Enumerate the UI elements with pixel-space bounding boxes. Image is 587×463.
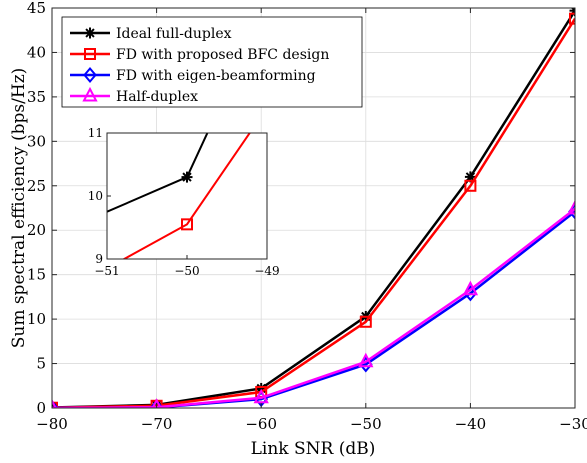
data-point bbox=[52, 399, 59, 408]
legend-swatch-marker bbox=[82, 86, 98, 102]
inset-y-tick-label: 10 bbox=[88, 189, 103, 203]
series-4 bbox=[52, 199, 575, 408]
legend-item: FD with eigen-beamforming bbox=[70, 66, 316, 84]
series-line bbox=[52, 18, 575, 408]
legend-label: FD with proposed BFC design bbox=[116, 47, 329, 63]
inset-plot-area bbox=[106, 132, 268, 260]
data-point bbox=[462, 280, 479, 296]
legend-label: Ideal full-duplex bbox=[116, 26, 232, 42]
y-tick-label: 45 bbox=[27, 0, 46, 17]
inset-data-point bbox=[181, 171, 193, 183]
y-tick-label: 20 bbox=[27, 221, 46, 239]
y-tick-label: 25 bbox=[27, 177, 46, 195]
inset-x-tick-label: −49 bbox=[254, 264, 279, 278]
legend-label: FD with eigen-beamforming bbox=[116, 68, 316, 84]
inset-series-line bbox=[122, 133, 251, 259]
data-point bbox=[569, 12, 575, 25]
inset-y-tick-label: 11 bbox=[88, 126, 103, 140]
legend-swatch-marker bbox=[83, 66, 97, 84]
y-tick-label: 15 bbox=[27, 266, 46, 284]
data-point bbox=[464, 179, 477, 192]
y-tick-label: 10 bbox=[27, 310, 46, 328]
legend-item: Half-duplex bbox=[70, 86, 198, 105]
y-ticks: 0 5 10 15 20 25 30 35 40 45 bbox=[27, 0, 575, 417]
data-point bbox=[567, 199, 575, 215]
inset-series-2 bbox=[122, 133, 251, 259]
legend-box bbox=[61, 16, 363, 108]
plot-frame bbox=[51, 7, 576, 409]
x-ticks: −80 −70 −60 −50 −40 −30 bbox=[36, 8, 587, 433]
legend-swatch-marker bbox=[84, 48, 96, 60]
y-tick-label: 35 bbox=[27, 88, 46, 106]
x-tick-label: −40 bbox=[455, 415, 487, 433]
inset-ticks: −51 −50 −49 9 10 11 bbox=[88, 126, 280, 278]
y-tick-label: 40 bbox=[27, 43, 46, 61]
data-point bbox=[52, 398, 57, 408]
legend-items: Ideal full-duplex FD with proposed BFC de… bbox=[70, 26, 329, 105]
legend-label: Half-duplex bbox=[116, 89, 198, 105]
x-tick-label: −80 bbox=[36, 415, 68, 433]
inset-series-1 bbox=[107, 133, 209, 213]
legend-swatch-marker bbox=[84, 27, 96, 39]
inset-plot: −51 −50 −49 9 10 11 bbox=[88, 126, 280, 278]
y-tick-label: 30 bbox=[27, 132, 46, 150]
inset-series bbox=[107, 133, 251, 259]
data-point bbox=[359, 315, 372, 328]
legend: Ideal full-duplex FD with proposed BFC de… bbox=[61, 16, 363, 108]
x-tick-label: −50 bbox=[350, 415, 382, 433]
data-point bbox=[253, 388, 269, 404]
inset-x-tick-label: −51 bbox=[94, 264, 119, 278]
x-tick-label: −60 bbox=[245, 415, 277, 433]
x-tick-label: −70 bbox=[141, 415, 173, 433]
x-axis-label: Link SNR (dB) bbox=[251, 439, 376, 459]
y-tick-label: 0 bbox=[36, 399, 46, 417]
inset-x-tick-label: −50 bbox=[174, 264, 199, 278]
y-axis-label: Sum spectral efficiency (bps/Hz) bbox=[9, 68, 29, 349]
y-tick-label: 5 bbox=[36, 355, 46, 373]
legend-item: Ideal full-duplex bbox=[70, 26, 232, 42]
inset-data-point bbox=[181, 218, 193, 231]
data-point bbox=[151, 398, 162, 408]
x-tick-label: −30 bbox=[559, 415, 587, 433]
legend-item: FD with proposed BFC design bbox=[70, 47, 329, 63]
inset-y-tick-label: 9 bbox=[95, 252, 103, 266]
series-line bbox=[52, 207, 575, 408]
data-point bbox=[358, 352, 374, 368]
